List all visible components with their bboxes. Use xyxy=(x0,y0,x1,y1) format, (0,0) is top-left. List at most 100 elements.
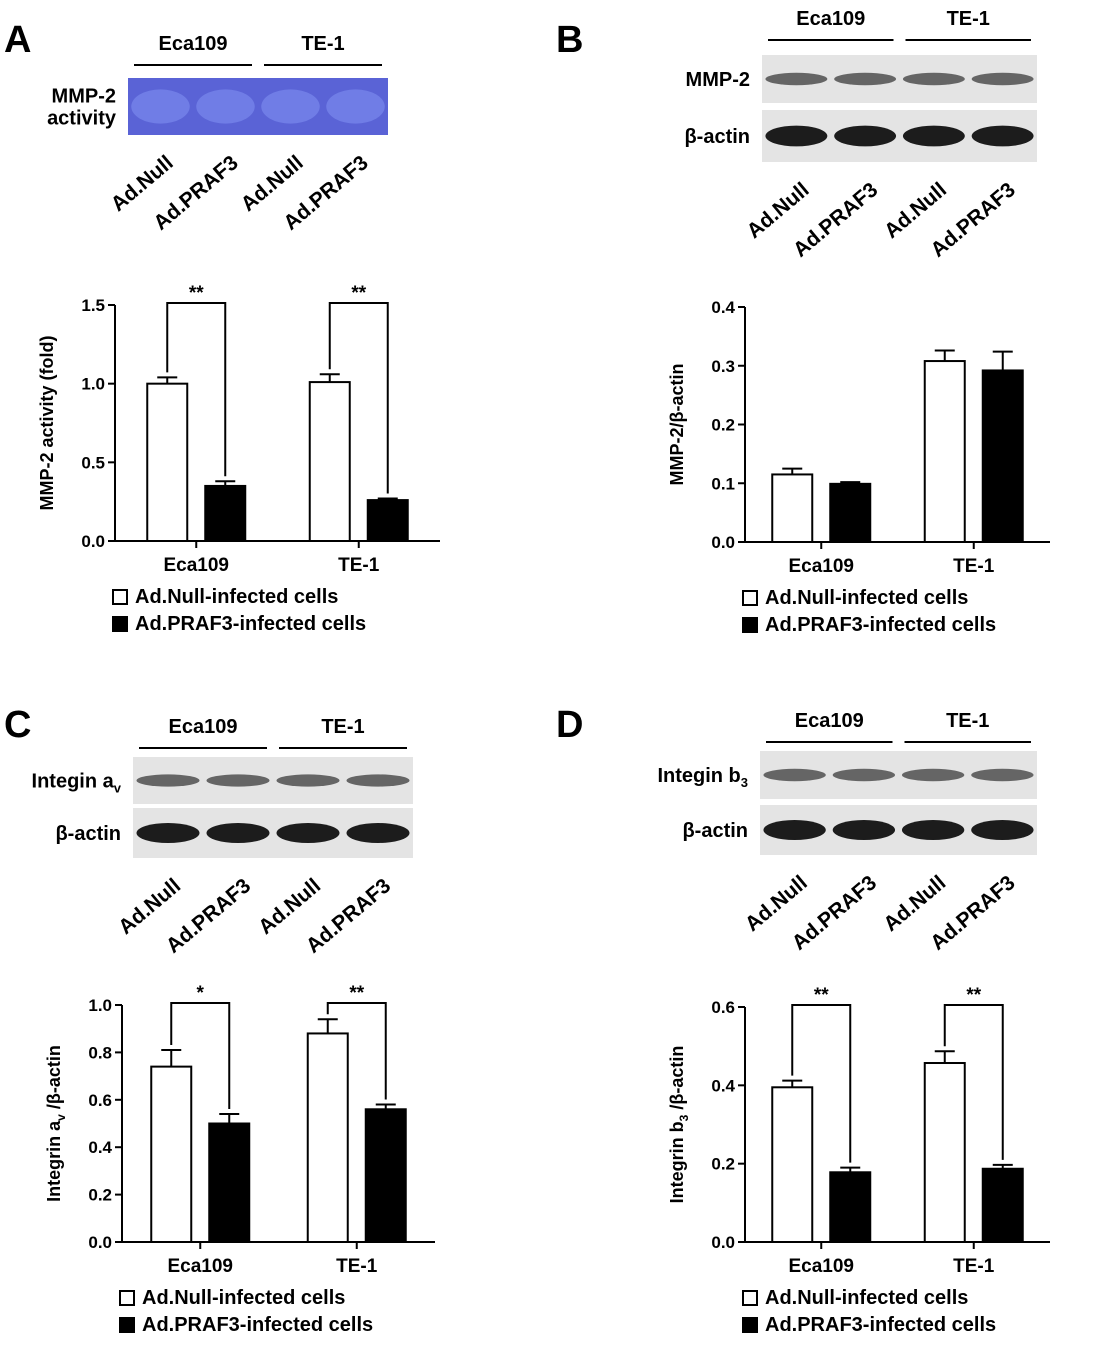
label-part: MMP-2 activity (fold) xyxy=(37,335,57,510)
legend-label: Ad.Null-infected cells xyxy=(142,1287,345,1309)
error-bar xyxy=(782,467,803,475)
group-label: Eca109 xyxy=(159,33,228,55)
y-tick-label: 0.0 xyxy=(711,533,735,552)
label-part: β-actin xyxy=(682,820,748,842)
blot-band xyxy=(971,125,1034,147)
y-axis-label: MMP-2 activity (fold) xyxy=(37,335,57,510)
y-tick-label: 0.4 xyxy=(711,1076,735,1095)
error-bar xyxy=(215,480,236,486)
label-part: β-actin xyxy=(55,823,121,845)
group-label: Eca109 xyxy=(796,8,865,30)
group-label: TE-1 xyxy=(947,8,990,30)
blot-band xyxy=(832,820,896,840)
significance-bracket xyxy=(166,302,227,477)
blot-band xyxy=(346,823,410,843)
error-bar xyxy=(161,1049,182,1067)
group-label: TE-1 xyxy=(946,710,989,732)
blot-band xyxy=(902,72,965,86)
y-axis-label: MMP-2/β-actin xyxy=(667,364,687,486)
label-part: Integin b xyxy=(657,765,740,787)
blot-band xyxy=(131,89,190,124)
label-part: Integin a xyxy=(32,771,115,793)
blot-band xyxy=(276,823,340,843)
label-part: 3 xyxy=(677,1114,691,1121)
row-label: MMP-2 xyxy=(686,69,750,91)
error-bar xyxy=(319,373,340,383)
y-tick-label: 0.2 xyxy=(88,1186,112,1205)
bar xyxy=(364,1108,407,1243)
legend-label: Ad.Null-infected cells xyxy=(765,1287,968,1309)
panel-label: D xyxy=(556,704,583,746)
y-tick-label: 1.0 xyxy=(88,996,112,1015)
x-tick-label: TE-1 xyxy=(338,555,380,576)
legend-swatch xyxy=(742,617,758,633)
error-bar xyxy=(377,497,398,501)
row-label: β-actin xyxy=(684,126,750,148)
bar xyxy=(204,484,247,542)
group-label: Eca109 xyxy=(795,710,864,732)
legend-swatch xyxy=(119,1290,135,1306)
legend-label: Ad.PRAF3-infected cells xyxy=(142,1314,373,1336)
error-bar xyxy=(219,1113,240,1124)
x-tick-label: Eca109 xyxy=(167,1256,233,1277)
blot-band xyxy=(971,72,1034,86)
row-label: Integin b3 xyxy=(657,765,748,790)
row-label: β-actin xyxy=(55,823,121,845)
error-bar xyxy=(375,1103,396,1110)
label-part: v xyxy=(54,1114,68,1121)
significance-bracket xyxy=(943,1004,1004,1160)
label-part: β-actin xyxy=(684,126,750,148)
bar xyxy=(308,381,351,542)
blot-band xyxy=(326,89,385,124)
x-tick-label: TE-1 xyxy=(953,556,995,577)
group-label: TE-1 xyxy=(321,716,364,738)
label-part: MMP-2 xyxy=(52,86,116,108)
blot-band xyxy=(902,125,965,147)
y-tick-label: 0.2 xyxy=(711,416,735,435)
label-part: Integrin a xyxy=(44,1120,64,1202)
y-tick-label: 0.6 xyxy=(711,998,735,1017)
legend-label: Ad.PRAF3-infected cells xyxy=(135,613,366,635)
blot-band xyxy=(276,774,340,787)
bar xyxy=(981,1167,1024,1243)
bar xyxy=(829,482,872,543)
error-bar xyxy=(934,1050,955,1064)
significance-label: ** xyxy=(189,283,204,304)
significance-label: * xyxy=(197,983,205,1004)
blot-band xyxy=(136,823,200,843)
bar xyxy=(771,473,814,543)
legend-swatch xyxy=(742,1290,758,1306)
error-bar xyxy=(317,1018,338,1034)
label-part: Integrin b xyxy=(667,1121,687,1203)
bar xyxy=(829,1171,872,1243)
legend-swatch xyxy=(742,1317,758,1333)
blot-band xyxy=(346,774,410,787)
label-part: MMP-2 xyxy=(686,69,750,91)
error-bar xyxy=(840,1166,861,1173)
panel: B Eca109 TE-1MMP-2β-actinAd.NullAd.PRAF3Ad… xyxy=(556,8,1050,636)
blot-band xyxy=(206,823,270,843)
error-bar xyxy=(992,350,1013,371)
label-part: /β-actin xyxy=(44,1045,64,1114)
blot-band xyxy=(765,125,828,147)
significance-label: ** xyxy=(351,283,366,304)
panel-label: C xyxy=(4,704,31,746)
significance-bracket xyxy=(170,1002,231,1110)
blot-band xyxy=(765,72,828,86)
legend-swatch xyxy=(119,1317,135,1333)
panel-label: B xyxy=(556,19,583,61)
label-part: v xyxy=(114,781,122,796)
bar xyxy=(366,499,409,542)
bar xyxy=(208,1122,251,1243)
significance-label: ** xyxy=(966,985,981,1006)
y-tick-label: 0.3 xyxy=(711,357,735,376)
x-tick-label: TE-1 xyxy=(953,1256,995,1277)
significance-label: ** xyxy=(814,985,829,1006)
bar xyxy=(923,360,966,543)
label-part: /β-actin xyxy=(667,1046,687,1115)
label-part: MMP-2/β-actin xyxy=(667,364,687,486)
y-tick-label: 0.0 xyxy=(711,1233,735,1252)
legend-swatch xyxy=(112,589,128,605)
bar xyxy=(771,1086,814,1243)
